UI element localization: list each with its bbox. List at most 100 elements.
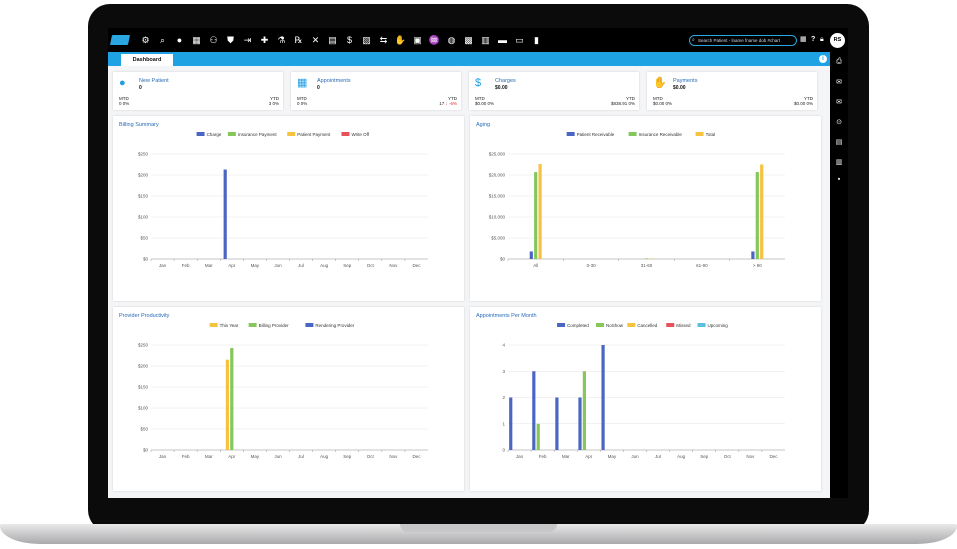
money-stack-icon[interactable]: ▭ (515, 35, 524, 45)
printer-icon[interactable]: ⎙ (836, 58, 842, 65)
calculator-icon[interactable]: ▩ (464, 35, 473, 45)
inbox-icon[interactable]: ▣ (413, 35, 422, 45)
legend-item[interactable]: Write Off (341, 132, 370, 137)
bar[interactable] (644, 258, 649, 259)
laptop-base (0, 524, 957, 544)
bar[interactable] (509, 397, 513, 451)
clipboard-plus-icon[interactable]: ✚ (260, 35, 269, 45)
appointments-per-month-card: Appointments Per Month Completed NoShow Ca… (470, 307, 821, 491)
stat-value: 0 (317, 85, 320, 91)
legend-item[interactable]: Cancelled (627, 323, 658, 328)
legend-label: Patient Payment (297, 132, 331, 137)
dollar-icon[interactable]: $ (346, 35, 352, 45)
stat-card-charges[interactable]: $ Charges $0.00 MTD $0.00 0% YTD $838.91… (469, 72, 639, 110)
legend-item[interactable]: Completed (557, 323, 589, 328)
bar[interactable] (532, 371, 536, 450)
bar[interactable] (751, 251, 755, 259)
x-tick-label: Jul (298, 454, 304, 459)
patient-search-input[interactable]: ⌕ Search Patient - lname fname dob #char… (689, 35, 797, 46)
legend-item[interactable]: Missed (666, 323, 691, 328)
user-gear-icon[interactable]: ⚇ (209, 35, 218, 45)
chat-icon[interactable]: ✉ (836, 79, 842, 86)
bar[interactable] (755, 172, 759, 259)
search-icon[interactable]: ⌕ (159, 35, 166, 45)
legend-label: Completed (567, 323, 589, 328)
stat-card-new-patient[interactable]: ● New Patient 0 MTD 0 0% YTD 3 0% (113, 72, 283, 110)
document-dollar-icon[interactable]: ▧ (362, 35, 371, 45)
bar[interactable] (760, 164, 764, 260)
clipboard-icon[interactable]: ▥ (835, 159, 843, 166)
bar[interactable] (529, 251, 533, 259)
legend-item[interactable]: Billing Provider (248, 323, 290, 328)
x-tick-label: Nov (746, 454, 755, 459)
stat-card-appointments[interactable]: ▦ Appointments 0 MTD 0 0% YTD 17 ↓ -6% (291, 72, 461, 110)
document-icon[interactable]: ▤ (328, 35, 337, 45)
cross-icon[interactable]: ✕ (311, 35, 320, 45)
gear-icon[interactable]: ⚙ (141, 35, 150, 45)
voicemail-icon[interactable]: ⊙ (836, 119, 842, 126)
bar[interactable] (223, 169, 227, 259)
bar-chart-icon[interactable]: ▮ (534, 35, 539, 45)
bar[interactable] (534, 172, 538, 259)
help-icon[interactable]: ? (811, 36, 816, 43)
shield-check-icon[interactable]: ⛊ (227, 35, 234, 45)
notebook-icon[interactable]: ▥ (481, 35, 490, 45)
y-tick-label: $50 (140, 427, 148, 432)
ytd-change: ↓ -6% (445, 101, 457, 106)
mail-icon[interactable]: ✉ (836, 99, 842, 106)
app-logo[interactable] (109, 35, 131, 45)
y-tick-label: $0 (143, 257, 149, 262)
calendar-icon[interactable]: ▦ (800, 36, 807, 43)
car-icon[interactable]: ▬ (498, 35, 507, 45)
flask-icon[interactable]: ⚗ (277, 35, 286, 45)
info-icon[interactable]: i (819, 55, 827, 63)
x-tick-label: Mar (205, 454, 213, 459)
bar[interactable] (225, 359, 229, 450)
stat-value: 0 (139, 85, 142, 91)
legend-item[interactable]: Patient Payment (287, 132, 331, 137)
bar[interactable] (578, 397, 582, 451)
bar[interactable] (230, 347, 234, 450)
y-tick-label: $10,000 (489, 215, 506, 220)
tab-dashboard[interactable]: Dashboard (121, 54, 173, 66)
legend-item[interactable]: This Year (209, 323, 239, 328)
bar[interactable] (538, 164, 542, 259)
bar[interactable] (555, 397, 559, 451)
bar[interactable] (649, 258, 653, 259)
user-icon[interactable]: ● (176, 35, 183, 45)
legend-item[interactable]: Upcoming (697, 323, 729, 328)
ytd-label: YTD (270, 96, 279, 101)
x-tick-label: May (251, 454, 260, 459)
x-tick-label: Nov (389, 263, 398, 268)
bar[interactable] (601, 345, 605, 450)
ytd-value: $838.91 0% (610, 101, 635, 106)
money-bag-icon[interactable]: ◍ (447, 35, 456, 45)
legend-item[interactable]: Total (695, 132, 716, 137)
x-tick-label: Dec (412, 263, 421, 268)
legend-item[interactable]: Insurance Receivable (628, 132, 683, 137)
billing-summary-chart: Charge Insurance Payment Patient Payment Wr… (138, 132, 428, 268)
dollar-exchange-icon[interactable]: ⇆ (379, 35, 388, 45)
search-icon: ⌕ (692, 37, 695, 43)
y-tick-label: $250 (138, 343, 149, 348)
fax-icon[interactable]: ▤ (835, 139, 843, 146)
note-icon[interactable]: ▪ (837, 176, 841, 183)
stat-card-payments[interactable]: ✋ Payments $0.00 MTD $0.00 0% YTD $0.00 … (647, 72, 817, 110)
rx-icon[interactable]: ℞ (294, 35, 303, 45)
user-avatar[interactable]: RS (830, 33, 845, 48)
lock-icon[interactable]: 🔒︎ (820, 36, 824, 43)
legend-item[interactable]: Insurance Payment (227, 132, 278, 137)
hand-dollar-icon: ✋ (653, 77, 667, 89)
legend-item[interactable]: Charge (196, 132, 222, 137)
sign-in-icon[interactable]: ⇥ (243, 35, 252, 45)
bar[interactable] (536, 423, 540, 450)
ytd-label: YTD (804, 96, 813, 101)
calendar-icon[interactable]: ▦ (192, 35, 201, 45)
legend-item[interactable]: Rendering Provider (305, 323, 355, 328)
bar[interactable] (582, 371, 586, 450)
legend-label: Insurance Payment (238, 132, 278, 137)
hands-icon[interactable]: ♒ (428, 35, 441, 45)
legend-item[interactable]: NoShow (596, 323, 624, 328)
legend-item[interactable]: Patient Receivable (566, 132, 615, 137)
hand-dollar-icon[interactable]: ✋ (394, 35, 407, 45)
